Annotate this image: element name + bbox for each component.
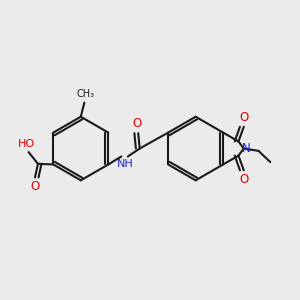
Text: NH: NH	[117, 159, 134, 170]
Text: CH₃: CH₃	[76, 89, 94, 99]
Text: N: N	[242, 142, 251, 155]
Text: O: O	[240, 111, 249, 124]
Text: O: O	[31, 180, 40, 193]
Text: O: O	[132, 117, 142, 130]
Text: HO: HO	[18, 139, 35, 149]
Text: O: O	[240, 173, 249, 186]
